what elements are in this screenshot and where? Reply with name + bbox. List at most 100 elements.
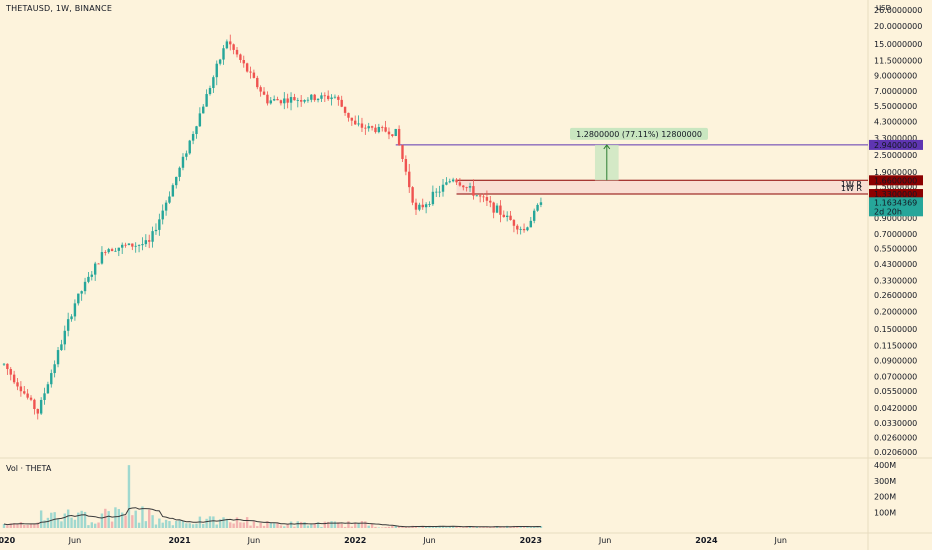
price-badge-label: 2.9400000 xyxy=(874,141,917,150)
candle-body xyxy=(175,176,178,186)
volume-bar xyxy=(394,525,397,528)
candle-body xyxy=(438,191,441,193)
candle-body xyxy=(39,399,43,414)
price-tick-label: 0.0700000 xyxy=(874,372,917,381)
candle-body xyxy=(148,240,151,242)
candle-body xyxy=(43,393,46,400)
countdown-label: 2d 20h xyxy=(874,207,902,216)
price-badge-label: 1.3300000 xyxy=(874,190,917,199)
candle-body xyxy=(100,252,104,264)
candle-body xyxy=(343,106,347,113)
volume-bar xyxy=(178,520,181,528)
volume-bar xyxy=(259,522,262,528)
volume-bar xyxy=(70,517,73,528)
candle-body xyxy=(421,204,424,208)
candle-body xyxy=(117,247,121,251)
candle-body xyxy=(36,409,39,414)
candle-body xyxy=(316,98,320,101)
candle-body xyxy=(451,179,455,182)
price-tick-label: 0.9000000 xyxy=(874,214,917,223)
volume-bar xyxy=(519,527,522,528)
volume-bar xyxy=(414,526,418,528)
candle-body xyxy=(26,393,29,398)
volume-bar xyxy=(212,516,215,528)
candle-body xyxy=(212,77,215,89)
price-tick-label: 11.5000000 xyxy=(874,56,922,65)
volume-bar xyxy=(313,523,316,528)
volume-bar xyxy=(195,523,198,528)
volume-bar xyxy=(330,521,333,528)
volume-bar xyxy=(337,522,340,528)
candle-body xyxy=(161,210,164,220)
volume-bar xyxy=(9,523,12,528)
candle-body xyxy=(178,167,181,177)
candle-body xyxy=(394,128,397,136)
time-tick-label: 2020 xyxy=(0,536,16,545)
volume-bar xyxy=(448,526,451,528)
volume-bar xyxy=(468,526,472,528)
volume-bar xyxy=(424,526,428,528)
time-tick-label: Jun xyxy=(247,536,261,545)
candle-body xyxy=(266,94,269,104)
volume-bar xyxy=(87,525,90,528)
candle-body xyxy=(313,94,316,101)
candle-body xyxy=(397,128,401,146)
volume-bar xyxy=(104,508,107,528)
candle-body xyxy=(77,293,80,304)
volume-bar xyxy=(215,524,218,528)
candle-body xyxy=(114,250,117,252)
price-axis: 26.0000000 20.0000000 15.0000000 11.5000000… xyxy=(869,6,923,517)
candle-body xyxy=(245,63,249,72)
candle-body xyxy=(107,249,110,253)
candle-body xyxy=(418,204,421,210)
candle-body xyxy=(63,330,66,345)
candle-body xyxy=(374,127,377,133)
candle-body xyxy=(350,117,354,121)
time-tick-label: 2024 xyxy=(695,536,718,545)
candle-body xyxy=(29,397,33,400)
candle-body xyxy=(6,363,9,370)
time-tick-label: 2023 xyxy=(520,536,542,545)
candle-body xyxy=(83,281,87,292)
volume-bar xyxy=(151,515,154,528)
volume-bar xyxy=(100,513,104,528)
volume-bar xyxy=(80,510,83,528)
candle-body xyxy=(191,134,195,141)
candle-body xyxy=(124,244,127,246)
candle-body xyxy=(262,91,266,95)
volume-bar xyxy=(526,526,529,528)
volume-bar xyxy=(516,526,519,528)
volume-bar xyxy=(458,527,462,528)
candle-body xyxy=(46,384,50,394)
volume-bar xyxy=(225,518,229,528)
time-axis: 2020 Jun 2021 Jun 2022 Jun 2023 Jun 2024 Jun xyxy=(0,536,787,545)
volume-bar xyxy=(276,523,279,528)
candlesticks xyxy=(2,34,543,420)
candle-body xyxy=(232,44,235,50)
candle-body xyxy=(448,181,451,183)
candle-body xyxy=(529,220,533,228)
volume-bar xyxy=(256,526,259,528)
price-badge xyxy=(869,175,923,186)
candle-body xyxy=(225,41,229,49)
price-tick-label: 5.5000000 xyxy=(874,102,917,111)
volume-bar xyxy=(2,523,6,528)
volume-bar xyxy=(401,526,404,528)
measure-label: 1.2800000 (77.11%) 12800000 xyxy=(576,130,702,139)
candle-body xyxy=(56,350,60,365)
volume-bar xyxy=(218,519,222,528)
volume-bar xyxy=(93,523,97,528)
volume-label[interactable]: Vol · THETA xyxy=(6,464,52,473)
candle-body xyxy=(381,126,384,128)
price-tick-label: 1.9000000 xyxy=(874,168,917,177)
chart-title: THETAUSD, 1W, BINANCE xyxy=(6,4,113,13)
volume-bar xyxy=(435,526,438,528)
volume-bar xyxy=(316,522,320,528)
volume-bar xyxy=(381,527,384,528)
volume-bars xyxy=(2,465,543,528)
candle-body xyxy=(445,182,448,185)
volume-bar xyxy=(418,527,421,528)
volume-bar xyxy=(63,513,66,528)
candle-body xyxy=(330,97,333,100)
